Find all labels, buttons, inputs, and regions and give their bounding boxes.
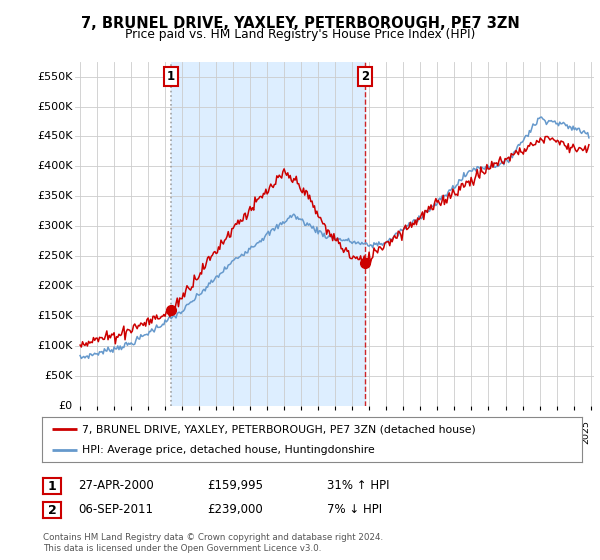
Text: £350K: £350K — [37, 192, 73, 202]
Text: 2004: 2004 — [224, 420, 233, 444]
Text: £50K: £50K — [44, 371, 73, 381]
Text: £550K: £550K — [37, 72, 73, 82]
Text: £250K: £250K — [37, 251, 73, 262]
Text: 2: 2 — [361, 70, 369, 83]
Text: 31% ↑ HPI: 31% ↑ HPI — [327, 479, 389, 492]
Text: 2022: 2022 — [530, 420, 539, 444]
Text: 2013: 2013 — [377, 420, 386, 444]
Text: 7, BRUNEL DRIVE, YAXLEY, PETERBOROUGH, PE7 3ZN: 7, BRUNEL DRIVE, YAXLEY, PETERBOROUGH, P… — [80, 16, 520, 31]
Text: 2020: 2020 — [497, 420, 506, 444]
Text: 2012: 2012 — [361, 420, 370, 444]
Text: 2014: 2014 — [394, 420, 403, 444]
Text: £200K: £200K — [37, 281, 73, 291]
Text: 2023: 2023 — [548, 420, 557, 444]
Text: 2000: 2000 — [156, 420, 165, 444]
Text: 1: 1 — [48, 479, 56, 493]
Text: £100K: £100K — [37, 341, 73, 351]
Text: Price paid vs. HM Land Registry's House Price Index (HPI): Price paid vs. HM Land Registry's House … — [125, 28, 475, 41]
Text: 2001: 2001 — [173, 420, 182, 444]
Text: 2005: 2005 — [241, 420, 250, 444]
Text: HPI: Average price, detached house, Huntingdonshire: HPI: Average price, detached house, Hunt… — [83, 445, 375, 455]
Text: £150K: £150K — [37, 311, 73, 321]
Text: 27-APR-2000: 27-APR-2000 — [78, 479, 154, 492]
Text: 1995: 1995 — [71, 420, 80, 444]
Text: 1996: 1996 — [88, 420, 97, 444]
Text: 7% ↓ HPI: 7% ↓ HPI — [327, 503, 382, 516]
Text: 2002: 2002 — [190, 420, 199, 444]
Text: 2021: 2021 — [514, 420, 523, 444]
Text: £400K: £400K — [37, 161, 73, 171]
Text: 2025: 2025 — [581, 420, 590, 444]
Text: 2024: 2024 — [565, 420, 574, 444]
Text: 2003: 2003 — [207, 420, 216, 444]
Text: 2011: 2011 — [343, 420, 352, 444]
Text: Contains HM Land Registry data © Crown copyright and database right 2024.
This d: Contains HM Land Registry data © Crown c… — [43, 534, 383, 553]
Text: 2009: 2009 — [310, 420, 319, 444]
Text: 1: 1 — [167, 70, 175, 83]
Text: 2016: 2016 — [428, 420, 437, 444]
Text: 06-SEP-2011: 06-SEP-2011 — [78, 503, 153, 516]
Text: 2: 2 — [48, 503, 56, 517]
Text: 2007: 2007 — [275, 420, 284, 444]
Text: 2018: 2018 — [463, 420, 472, 444]
Text: 2008: 2008 — [292, 420, 301, 444]
Text: £450K: £450K — [37, 132, 73, 142]
Text: £500K: £500K — [37, 101, 73, 111]
Text: 2017: 2017 — [445, 420, 454, 444]
Text: £239,000: £239,000 — [207, 503, 263, 516]
Text: £300K: £300K — [37, 221, 73, 231]
Text: 2006: 2006 — [258, 420, 267, 444]
Text: 1998: 1998 — [122, 420, 131, 444]
Bar — [170, 62, 365, 406]
Text: 1997: 1997 — [105, 420, 114, 444]
Text: 2010: 2010 — [326, 420, 335, 444]
Text: 2019: 2019 — [479, 420, 488, 444]
Text: £159,995: £159,995 — [207, 479, 263, 492]
Text: £0: £0 — [58, 401, 73, 411]
Text: 1999: 1999 — [139, 420, 148, 444]
Text: 2015: 2015 — [412, 420, 421, 444]
Text: 7, BRUNEL DRIVE, YAXLEY, PETERBOROUGH, PE7 3ZN (detached house): 7, BRUNEL DRIVE, YAXLEY, PETERBOROUGH, P… — [83, 424, 476, 435]
